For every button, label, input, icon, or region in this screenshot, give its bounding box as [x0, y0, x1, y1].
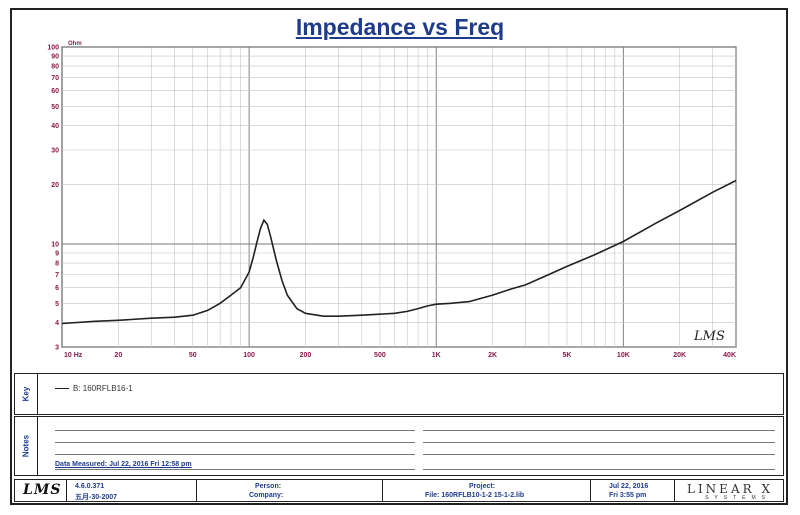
- legend-swatch: [55, 388, 69, 389]
- grid: [61, 46, 737, 348]
- footer-version-cell: 4.6.0.371 五月-30-2007: [67, 480, 197, 501]
- y-tick-label: 9: [55, 251, 59, 258]
- x-tick-label: 5K: [563, 352, 572, 359]
- footer-file-name: File: 160RFLB10-1-2 15-1-2.lib: [425, 492, 525, 499]
- y-axis-unit: Ohm: [68, 41, 82, 47]
- note-line: [423, 454, 775, 455]
- footer-company-label: Company:: [249, 492, 284, 499]
- legend-side-label: Key: [15, 374, 38, 414]
- footer-project-cell: Project: File: 160RFLB10-1-2 15-1-2.lib: [383, 480, 591, 501]
- footer-bar: LMS 4.6.0.371 五月-30-2007 Person: Company…: [14, 479, 784, 502]
- y-tick-label: 4: [55, 320, 59, 327]
- y-tick-label: 40: [51, 123, 59, 130]
- y-tick-label: 10: [51, 241, 59, 248]
- note-line: [55, 454, 415, 455]
- y-tick-label: 50: [51, 104, 59, 111]
- watermark-logo: LMS: [693, 329, 725, 344]
- impedance-series-line: [61, 179, 737, 325]
- notes-side-label: Notes: [15, 417, 38, 475]
- y-tick-label: 3: [55, 345, 59, 352]
- x-tick-label: 2K: [488, 352, 497, 359]
- legend-entry: B: 160RFLB16-1: [55, 384, 133, 393]
- note-line: [423, 430, 775, 431]
- x-tick-label: 10 Hz: [64, 352, 83, 359]
- impedance-chart: 10 Hz 20 50 100 200 500 1K 2K 5K 10K 20K 40K 100 90 8…: [47, 41, 737, 359]
- y-tick-label: 100: [47, 45, 59, 52]
- note-line: [423, 469, 775, 470]
- y-tick-label: 8: [55, 261, 59, 268]
- note-line: [55, 430, 415, 431]
- x-tick-label: 500: [374, 352, 386, 359]
- footer-build-date: 五月-30-2007: [75, 494, 118, 501]
- y-tick-label: 90: [51, 54, 59, 61]
- legend-entry-label: B: 160RFLB16-1: [73, 384, 133, 393]
- y-tick-label: 30: [51, 148, 59, 155]
- footer-logo-cell: LMS: [15, 480, 67, 501]
- note-line: [423, 442, 775, 443]
- x-tick-label: 100: [243, 352, 255, 359]
- linearx-logo: LINEAR X: [686, 482, 773, 496]
- note-line: [55, 442, 415, 443]
- linearx-logo-subtitle: SYSTEMS: [705, 495, 771, 501]
- y-tick-label: 20: [51, 182, 59, 189]
- x-tick-label: 10K: [617, 352, 630, 359]
- y-tick-label: 60: [51, 88, 59, 95]
- y-tick-label: 6: [55, 285, 59, 292]
- x-tick-label: 1K: [432, 352, 441, 359]
- y-tick-labels: 100 90 80 70 60 50 40 30 20 10 9 8 7 6 5 4 3: [47, 45, 59, 352]
- chart-title: Impedance vs Freq: [295, 14, 505, 40]
- x-tick-labels: 10 Hz 20 50 100 200 500 1K 2K 5K 10K 20K 40K: [64, 352, 736, 359]
- notes-panel: Notes Data Measured: Jul 22, 2016 Fri 12…: [14, 416, 784, 476]
- footer-lms-logo: LMS: [23, 482, 62, 498]
- legend-panel: Key B: 160RFLB16-1: [14, 373, 784, 415]
- note-line: [55, 469, 415, 470]
- x-tick-label: 20: [114, 352, 122, 359]
- x-tick-label: 20K: [673, 352, 686, 359]
- y-tick-label: 80: [51, 64, 59, 71]
- plot-area: [61, 46, 737, 348]
- y-tick-label: 70: [51, 75, 59, 82]
- x-tick-label: 40K: [723, 352, 736, 359]
- x-tick-label: 200: [300, 352, 312, 359]
- footer-date: Jul 22, 2016: [609, 483, 649, 490]
- footer-project-label: Project:: [469, 483, 496, 490]
- y-tick-label: 7: [55, 272, 59, 279]
- footer-date-cell: Jul 22, 2016 Fri 3:55 pm: [591, 480, 675, 501]
- y-tick-label: 5: [55, 301, 59, 308]
- footer-time: Fri 3:55 pm: [609, 492, 647, 499]
- footer-person-cell: Person: Company:: [197, 480, 383, 501]
- data-measured-text: Data Measured: Jul 22, 2016 Fri 12:58 pm: [55, 461, 192, 468]
- footer-version: 4.6.0.371: [75, 483, 105, 490]
- footer-person-label: Person:: [255, 483, 282, 490]
- x-tick-label: 50: [189, 352, 197, 359]
